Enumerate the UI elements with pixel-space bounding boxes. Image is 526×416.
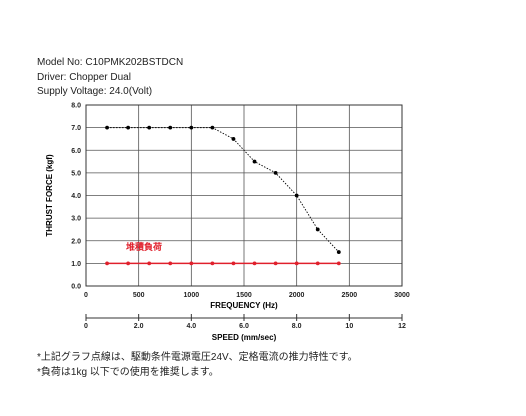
speed-tick-label: 2.0 [134, 323, 144, 330]
series-0-point [126, 125, 131, 130]
y-tick-label: 4.0 [71, 193, 81, 200]
note-line-2: *負荷は1kg 以下での使用を推奨します。 [37, 367, 219, 378]
x-tick-label: 1000 [184, 292, 200, 299]
chart-header: Model No: C10PMK202BSTDCN Driver: Choppe… [37, 56, 183, 100]
series-1-point [336, 261, 341, 266]
driver-info: Driver: Chopper Dual [37, 71, 131, 83]
series-0-point [168, 125, 173, 130]
y-tick-label: 2.0 [71, 238, 81, 245]
series-0-point [294, 193, 299, 198]
note-line-1: *上記グラフ点線は、駆動条件電源電圧24V、定格電流の推力特性です。 [37, 352, 358, 363]
speed-tick-label: 12 [398, 323, 406, 330]
series-layer [105, 125, 341, 266]
axes: 0.0 1.0 2.0 3.0 4.0 5.0 6.0 7.0 8.0 0 500 1000 1500 2… [71, 103, 410, 331]
series-0-point [147, 125, 152, 130]
speed-tick-label: 4.0 [186, 323, 196, 330]
speed-tick-label: 8.0 [292, 323, 302, 330]
series-1-point [231, 261, 236, 266]
series-0-point [210, 125, 215, 130]
x-tick-label: 2500 [342, 292, 358, 299]
series-1-point [189, 261, 194, 266]
series-0-point [189, 125, 194, 130]
series-line-0 [107, 127, 340, 253]
y-tick-label: 3.0 [71, 216, 81, 223]
y-tick-label: 1.0 [71, 261, 81, 268]
series-0-point [273, 170, 278, 175]
grid-lines [85, 104, 403, 287]
plot-frame [85, 104, 403, 287]
model-number: Model No: C10PMK202BSTDCN [37, 57, 184, 68]
series-1-point [294, 261, 299, 266]
x-tick-label: 0 [84, 292, 88, 299]
x-axis-label: FREQUENCY (Hz) [210, 301, 278, 310]
y-tick-label: 7.0 [71, 125, 81, 132]
y-tick-label: 0.0 [71, 284, 81, 291]
x-tick-label: 1500 [236, 292, 252, 299]
series-0-point [231, 137, 236, 141]
y-tick-label: 8.0 [71, 103, 81, 110]
load-annotation: 堆積負荷 [126, 241, 162, 252]
speed-tick-label: 6.0 [239, 323, 249, 330]
speed-tick-label: 10 [345, 323, 353, 330]
supply-voltage: Supply Voltage: 24.0(Volt) [37, 86, 153, 97]
speed-tick-label: 0 [84, 323, 88, 330]
y-tick-label: 6.0 [71, 148, 81, 155]
series-1-point [273, 261, 278, 266]
series-1-point [252, 261, 257, 266]
series-1-point [210, 261, 215, 266]
x-tick-label: 3000 [394, 292, 410, 299]
x-tick-label: 2000 [289, 292, 305, 299]
series-0-point [252, 159, 257, 164]
speed-axis-label: SPEED (mm/sec) [212, 333, 277, 342]
series-1-point [315, 261, 320, 266]
x-tick-label: 500 [133, 292, 145, 299]
series-0-point [336, 250, 341, 254]
series-0-point [105, 125, 109, 130]
series-1-point [126, 261, 131, 266]
footnotes: *上記グラフ点線は、駆動条件電源電圧24V、定格電流の推力特性です。 *負荷は1… [37, 350, 358, 380]
y-axis-label: THRUST FORCE (kgf) [45, 154, 54, 237]
series-0-point [315, 227, 320, 232]
series-1-point [105, 261, 109, 266]
series-1-point [147, 261, 152, 266]
series-1-point [168, 261, 173, 266]
y-tick-label: 5.0 [71, 170, 81, 177]
